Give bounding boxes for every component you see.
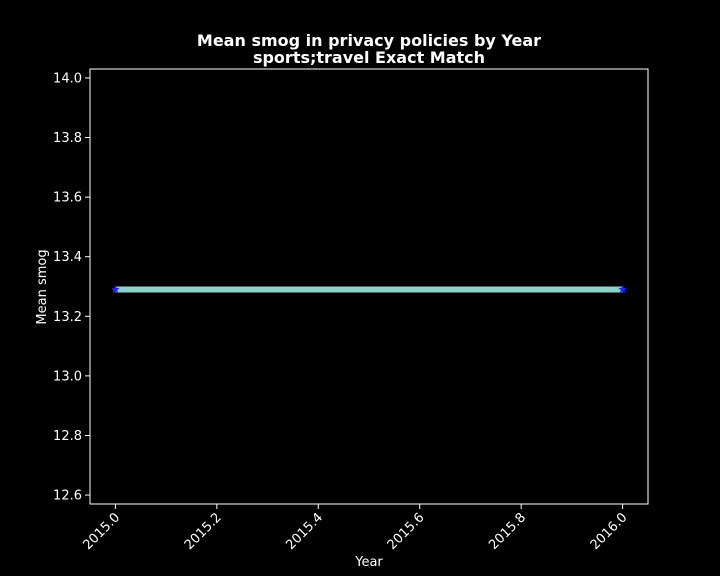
y-axis-label: Mean smog [35, 249, 50, 324]
plot-frame [89, 68, 649, 505]
y-tick-label: 13.2 [53, 310, 82, 325]
y-tick-label: 13.4 [53, 250, 82, 265]
data-point-marker [110, 284, 120, 294]
y-tick-label: 12.8 [53, 429, 82, 444]
x-axis-label: Year [354, 555, 383, 570]
chart-subtitle: sports;travel Exact Match [253, 48, 485, 67]
y-tick-label: 14.0 [53, 71, 82, 86]
y-tick-label: 13.8 [53, 131, 82, 146]
y-tick-label: 13.6 [53, 191, 82, 206]
data-point-marker [618, 284, 628, 294]
y-tick-label: 13.0 [53, 369, 82, 384]
chart-title: Mean smog in privacy policies by Year [197, 31, 541, 50]
y-tick-label: 12.6 [53, 489, 82, 504]
